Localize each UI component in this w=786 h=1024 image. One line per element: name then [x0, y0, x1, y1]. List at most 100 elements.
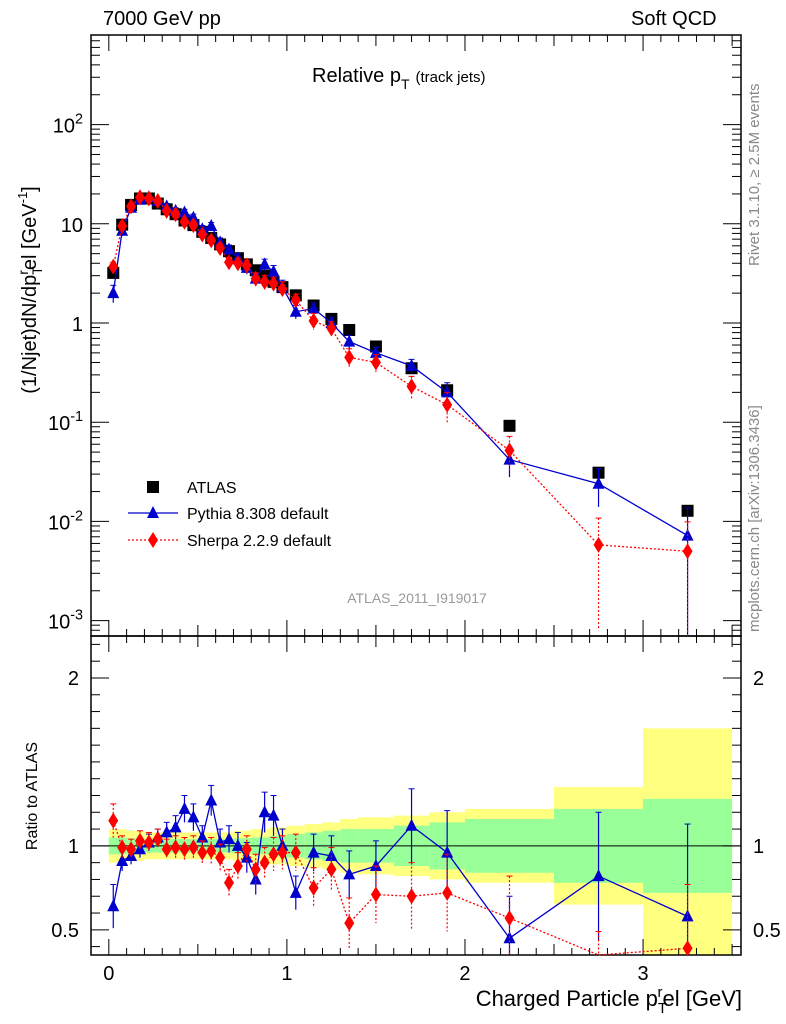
data-point — [250, 270, 261, 287]
data-point — [593, 536, 604, 553]
data-point — [188, 217, 199, 234]
ratio-y-tick-label: 1 — [68, 836, 79, 858]
data-point — [223, 242, 236, 255]
ratio-data-point — [206, 842, 217, 859]
ratio-data-point — [215, 849, 226, 866]
ratio-data-point — [290, 844, 301, 861]
ratio-data-point — [188, 839, 199, 856]
data-point — [197, 226, 208, 243]
x-tick-label: 3 — [637, 963, 648, 985]
ratio-data-point — [405, 818, 418, 831]
legend-marker — [147, 481, 159, 493]
ratio-data-point — [179, 841, 190, 858]
ratio-data-point — [169, 820, 182, 833]
data-point — [405, 358, 418, 371]
data-point — [249, 264, 262, 277]
data-point — [224, 254, 235, 271]
legend-entry: Sherpa 2.2.9 default — [187, 533, 332, 550]
analysis-id-watermark: ATLAS_2011_I919017 — [347, 590, 487, 606]
ratio-y-tick-label-right: 0.5 — [753, 920, 781, 942]
ratio-data-point — [325, 848, 338, 861]
ratio-data-point — [289, 885, 302, 898]
ratio-data-point — [308, 879, 319, 896]
data-point — [343, 324, 356, 337]
ratio-data-point — [161, 841, 172, 858]
y-tick-label: 10-2 — [48, 508, 83, 534]
ratio-data-point — [369, 859, 382, 872]
y-axis-title: (1/Njet)dN/dpTrel [GeV-1] — [15, 186, 45, 393]
ratio-data-point — [197, 844, 208, 861]
ratio-data-point — [504, 910, 515, 927]
ratio-data-point — [442, 884, 453, 901]
data-point — [170, 206, 181, 223]
data-point — [267, 264, 280, 277]
data-point — [682, 543, 693, 560]
ratio-data-point — [259, 854, 270, 871]
ratio-y-tick-label-right: 2 — [753, 668, 764, 690]
legend-entry: Pythia 8.308 default — [187, 506, 329, 523]
ratio-data-point — [258, 805, 271, 818]
ratio-data-point — [152, 831, 163, 848]
ratio-data-point — [231, 838, 244, 851]
ratio-y-tick-label: 2 — [68, 668, 79, 690]
y-tick-label: 1 — [72, 314, 83, 336]
ratio-data-point — [277, 844, 288, 861]
legend-marker — [148, 532, 158, 548]
data-point — [442, 396, 453, 413]
ratio-data-point — [170, 839, 181, 856]
data-point — [308, 312, 319, 329]
ratio-series-diamond — [108, 803, 693, 957]
data-point — [206, 232, 217, 249]
ratio-y-tick-label: 0.5 — [51, 920, 79, 942]
ratio-data-point — [268, 846, 279, 863]
ratio-data-point — [134, 832, 145, 849]
y-tick-label: 10-3 — [48, 608, 83, 634]
data-point — [178, 205, 191, 218]
y-tick-label: 102 — [53, 112, 83, 138]
data-point — [343, 334, 356, 347]
data-point — [258, 257, 271, 270]
data-point — [268, 275, 279, 292]
data-point — [592, 476, 605, 489]
ratio-data-point — [307, 845, 320, 858]
data-point — [503, 452, 516, 465]
data-point — [290, 292, 301, 309]
data-point — [117, 218, 128, 235]
x-tick-label: 2 — [459, 963, 470, 985]
ratio-data-point — [326, 861, 337, 878]
data-point — [504, 442, 515, 459]
data-point — [161, 202, 172, 219]
data-point — [179, 213, 190, 230]
data-point — [215, 240, 226, 257]
data-point — [259, 273, 270, 290]
ratio-data-point — [344, 915, 355, 932]
data-point — [232, 255, 243, 272]
ratio-data-point — [107, 899, 120, 912]
data-point — [205, 219, 218, 232]
data-point — [344, 349, 355, 366]
ratio-y-axis-title: Ratio to ATLAS — [24, 742, 41, 850]
ratio-data-point — [196, 830, 209, 843]
ratio-data-point — [117, 839, 128, 856]
data-point — [187, 210, 200, 223]
header-left-label: 7000 GeV pp — [103, 8, 221, 30]
ratio-data-point — [250, 861, 261, 878]
series-line — [112, 196, 688, 552]
ratio-data-point — [178, 801, 191, 814]
data-point — [241, 257, 252, 274]
series-triangle — [107, 190, 694, 636]
ratio-data-point — [223, 832, 236, 845]
legend: ATLAS Pythia 8.308 default Sherpa 2.2.9 de… — [128, 480, 332, 550]
ratio-data-point — [592, 869, 605, 882]
ratio-data-point — [126, 841, 137, 858]
data-point — [326, 320, 337, 337]
data-point — [307, 301, 320, 314]
series-diamond — [108, 189, 693, 636]
header-right-label: Soft QCD — [631, 8, 717, 30]
data-point — [108, 258, 119, 275]
ratio-data-point — [116, 853, 129, 866]
ratio-data-point — [160, 825, 173, 838]
data-point — [370, 354, 381, 371]
data-point — [406, 378, 417, 395]
